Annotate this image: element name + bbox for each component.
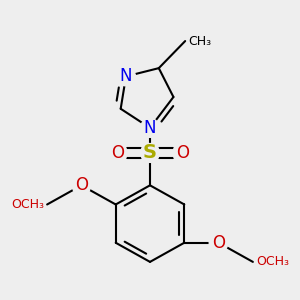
Circle shape [141,143,159,162]
Text: CH₃: CH₃ [188,34,211,48]
Circle shape [108,143,127,162]
Circle shape [117,67,135,86]
Text: N: N [144,119,156,137]
Text: N: N [120,68,132,85]
Text: O: O [212,234,225,252]
Text: O: O [75,176,88,194]
Circle shape [141,118,159,137]
Circle shape [173,143,192,162]
Circle shape [209,233,228,252]
Text: O: O [111,144,124,162]
Text: OCH₃: OCH₃ [256,255,289,268]
Text: S: S [143,143,157,162]
Text: OCH₃: OCH₃ [11,198,44,211]
Text: O: O [176,144,189,162]
Circle shape [72,176,91,195]
